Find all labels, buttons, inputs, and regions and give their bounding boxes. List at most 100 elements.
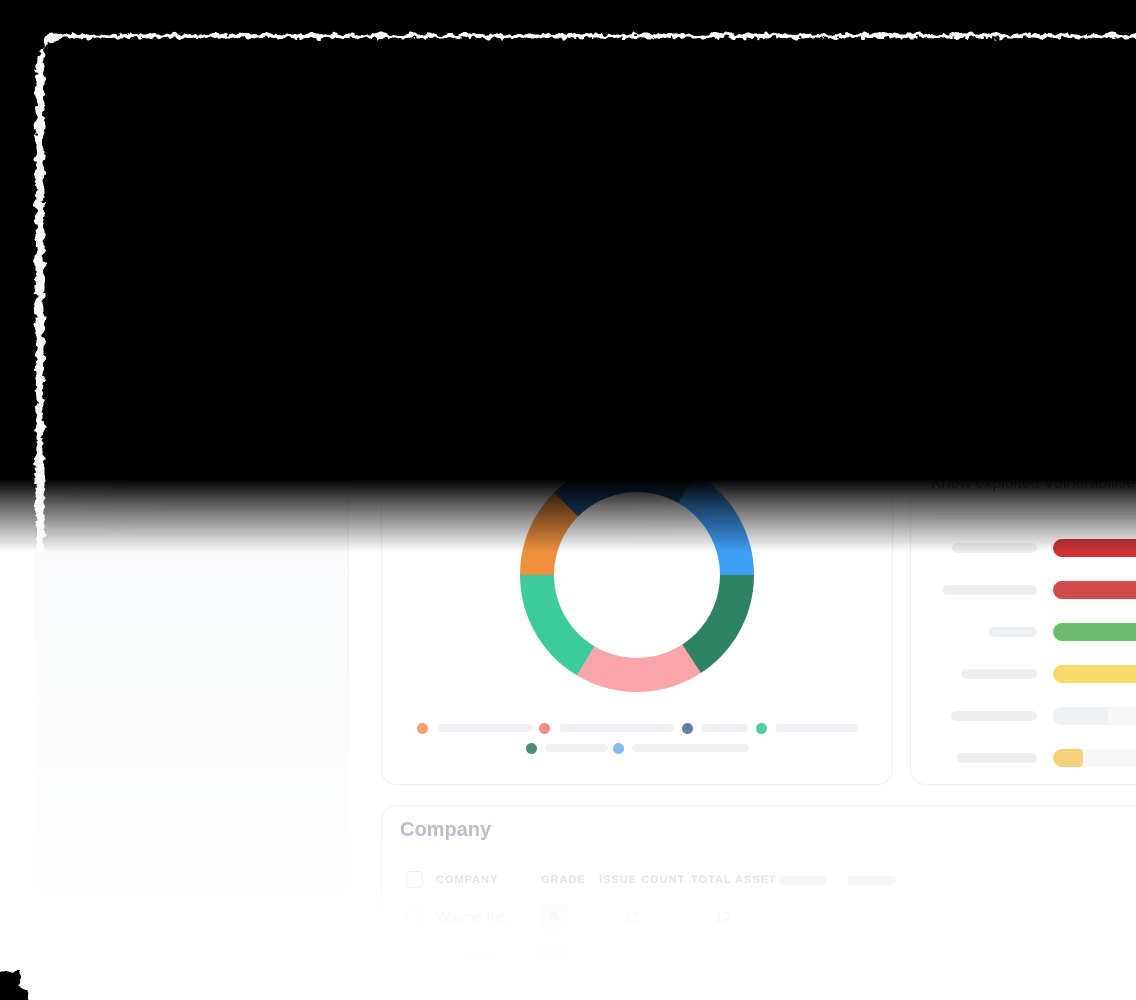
cve-bar-track	[1053, 539, 1136, 557]
attack-bar-track	[1053, 374, 1136, 392]
card-divider	[931, 226, 1136, 227]
attack-bar-track	[1053, 249, 1136, 267]
select-all-checkbox[interactable]	[406, 871, 423, 888]
portfolio-card-subtitle-fragment: folio	[698, 184, 730, 203]
legend-dot-6	[613, 743, 624, 754]
legend-dot-1	[417, 723, 428, 734]
faded-row-grade-badge	[539, 944, 569, 970]
attack-row-label-placeholder	[953, 253, 1041, 263]
cve-row-label-placeholder	[951, 711, 1037, 721]
legend-label-placeholder	[438, 724, 533, 732]
attack-bar-fill	[1053, 349, 1123, 367]
cve-bar-fill	[1053, 707, 1108, 725]
cell-company: Wayne Inc.	[436, 909, 511, 926]
attack-bar-fill	[1053, 324, 1136, 342]
sidebar-item-icon-placeholder	[74, 211, 96, 233]
company-table-card: Company COMPANY GRADE ISSUE COUNT TOTAL ASS…	[381, 805, 1136, 997]
attack-row-label-placeholder	[963, 328, 1041, 338]
attack-row-label-placeholder	[943, 278, 1041, 288]
popover-title: CVE Breakdown	[119, 161, 293, 187]
row-checkbox[interactable]	[406, 910, 423, 927]
attack-type-breakdown-card: Attack type breakdown Distribution of at…	[910, 135, 1136, 405]
cve-card-title: CVE Breakdown	[931, 443, 1083, 465]
sidebar-item-icon-placeholder	[74, 278, 96, 300]
popover-bar-track	[264, 371, 673, 392]
popover-bar-track	[264, 324, 673, 345]
cve-bar-fill	[1053, 623, 1136, 641]
sidebar-item-icon-placeholder	[74, 345, 96, 367]
legend-label-placeholder	[632, 744, 749, 752]
attack-card-title: Attack type breakdown	[931, 153, 1136, 175]
card-divider	[931, 514, 1136, 515]
window-titlebar	[35, 38, 1136, 102]
legend-dot-4	[756, 723, 767, 734]
popover-bar-fill	[264, 371, 317, 392]
company-table-title: Company	[400, 819, 492, 841]
popover-bar-fill	[264, 419, 293, 440]
cell-issue-count: 12	[623, 909, 641, 926]
column-header-placeholder	[847, 876, 896, 885]
cve-bar-fill	[1053, 749, 1083, 767]
column-header-grade: GRADE	[541, 874, 586, 886]
cve-bar-fill	[1053, 581, 1136, 599]
frame-bottom-left-blob	[0, 972, 27, 1000]
cve-breakdown-card: CVE Breakdown Know exploited Vulnerabili…	[910, 425, 1136, 785]
column-header-placeholder	[779, 876, 826, 885]
faded-row-company-placeholder	[464, 952, 499, 961]
attack-bar-fill	[1053, 249, 1136, 267]
column-header-issue-count: ISSUE COUNT	[599, 874, 686, 886]
traffic-light-close[interactable]	[65, 62, 85, 82]
cve-bar-track	[1053, 749, 1136, 767]
attack-row-label-placeholder	[958, 378, 1041, 388]
legend-label-placeholder	[701, 724, 748, 732]
cve-row-label-placeholder	[957, 753, 1037, 763]
legend-label-placeholder	[775, 724, 859, 732]
cve-bar-fill	[1053, 665, 1136, 683]
legend-dot-5	[526, 743, 537, 754]
cve-bar-track	[1053, 665, 1136, 683]
legend-label-placeholder	[559, 724, 674, 732]
popover-row-label: Exposure	[157, 324, 238, 345]
attack-row-label-placeholder	[991, 303, 1041, 313]
column-header-total-asset: TOTAL ASSET	[691, 874, 777, 886]
popover-bar-track	[264, 276, 673, 297]
attack-card-subtitle: Distribution of attack types	[931, 185, 1119, 202]
attack-bar-track	[1053, 274, 1136, 292]
cell-grade-badge: A	[539, 904, 569, 930]
cve-row-label-placeholder	[942, 585, 1037, 595]
attack-bar-fill	[1053, 274, 1136, 292]
attack-bar-track	[1053, 324, 1136, 342]
cve-bar-track	[1053, 623, 1136, 641]
attack-row-label-placeholder	[953, 353, 1041, 363]
column-header-company: COMPANY	[436, 874, 499, 886]
cve-card-subtitle: Know exploited Vulnerabilities	[931, 475, 1136, 492]
popover-divider	[119, 244, 673, 245]
popover-bar-fill	[264, 324, 366, 345]
popover-row-label-placeholder	[149, 424, 238, 435]
cell-total-asset: 12	[714, 909, 732, 926]
attack-bar-track	[1053, 349, 1136, 367]
attack-bar-track	[1053, 299, 1136, 317]
popover-row-label: Vulnerability	[135, 276, 238, 297]
cve-bar-fill	[1053, 539, 1136, 557]
cve-row-label-placeholder	[952, 543, 1037, 553]
traffic-light-minimize[interactable]	[96, 62, 116, 82]
attack-bar-fill	[1053, 299, 1136, 317]
legend-dot-2	[539, 723, 550, 734]
legend-label-placeholder	[545, 744, 608, 752]
donut-chart-card	[381, 425, 893, 785]
sidebar-item-icon-placeholder	[74, 144, 96, 166]
cve-row-label-placeholder	[961, 669, 1037, 679]
popover-bar-track	[264, 419, 673, 440]
popover-bar-fill	[264, 276, 673, 297]
popover-subtitle: Know exploited Vulnerabilities	[119, 199, 358, 219]
cve-breakdown-popover: CVE Breakdown Know exploited Vulnerabili…	[95, 144, 697, 462]
popover-row-label-placeholder	[177, 376, 238, 387]
legend-dot-3	[682, 723, 693, 734]
donut-chart-hole	[554, 492, 720, 658]
traffic-light-zoom[interactable]	[127, 62, 147, 82]
cve-bar-track	[1053, 581, 1136, 599]
cve-bar-track	[1053, 707, 1136, 725]
cve-row-label-placeholder	[989, 627, 1037, 637]
attack-bar-fill	[1053, 374, 1091, 392]
